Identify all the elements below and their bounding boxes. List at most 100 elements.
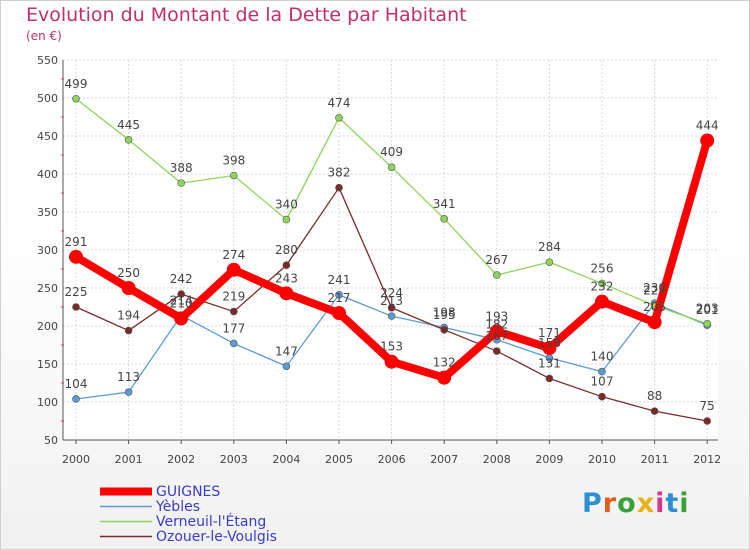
- data-point: [700, 133, 715, 148]
- legend-label-yebles: Yèbles: [156, 498, 200, 515]
- y-tick-label: 350: [37, 206, 58, 219]
- x-tick-label: 2002: [167, 453, 195, 466]
- x-tick-label: 2004: [272, 453, 300, 466]
- data-label: 256: [591, 261, 614, 275]
- x-tick-label: 2010: [588, 453, 616, 466]
- data-point: [545, 258, 554, 266]
- data-label: 225: [65, 285, 88, 299]
- data-label: 232: [591, 280, 614, 294]
- data-point: [703, 417, 712, 425]
- data-label: 499: [65, 77, 88, 91]
- x-tick-label: 2003: [220, 453, 248, 466]
- data-point: [230, 307, 238, 316]
- x-tick-label: 2001: [115, 453, 143, 466]
- y-tick-label: 50: [44, 434, 58, 447]
- data-point: [124, 326, 133, 335]
- data-point: [335, 113, 343, 122]
- data-label: 409: [380, 145, 403, 159]
- series-3: [72, 183, 712, 425]
- data-point: [387, 163, 396, 171]
- data-label: 341: [433, 197, 456, 211]
- x-tick-label: 2006: [378, 453, 406, 466]
- data-label: 158: [538, 336, 561, 350]
- data-label: 177: [222, 321, 245, 335]
- data-label: 203: [696, 302, 719, 316]
- data-point: [174, 311, 189, 326]
- data-point: [545, 374, 554, 383]
- data-label: 210: [170, 296, 193, 310]
- data-point: [335, 291, 343, 299]
- data-point: [230, 339, 238, 348]
- data-point: [598, 392, 606, 401]
- legend-swatch-guignes: [100, 487, 152, 496]
- data-point: [335, 183, 343, 192]
- data-label: 280: [275, 243, 298, 257]
- data-label: 445: [117, 118, 140, 132]
- legend-swatch-verneuil: [100, 520, 152, 523]
- chart-title: Evolution du Montant de la Dette par Hab…: [26, 4, 467, 26]
- data-point: [542, 341, 557, 356]
- data-label: 205: [643, 300, 666, 314]
- data-point: [230, 171, 238, 180]
- data-point: [72, 94, 80, 103]
- data-point: [595, 294, 609, 309]
- series-0: [69, 133, 715, 385]
- data-label: 250: [117, 266, 140, 280]
- logo-letter: i: [655, 488, 666, 519]
- data-point: [282, 261, 291, 270]
- x-tick-label: 2012: [693, 453, 721, 466]
- legend-item-guignes: GUIGNES: [100, 484, 277, 500]
- y-tick-label: 100: [37, 396, 58, 409]
- data-label: 243: [275, 271, 298, 285]
- data-label: 267: [485, 253, 508, 267]
- data-point: [437, 370, 452, 385]
- data-point: [598, 367, 606, 376]
- logo-letter: x: [636, 488, 656, 519]
- data-label: 113: [117, 370, 140, 384]
- chart-subtitle: (en €): [26, 29, 62, 43]
- logo-letter: i: [679, 488, 690, 519]
- legend-item-ozouer: Ozouer-le-Voulgis: [100, 529, 277, 545]
- data-point: [387, 312, 396, 320]
- data-label: 474: [328, 96, 351, 110]
- data-label: 388: [170, 161, 193, 175]
- data-point: [440, 325, 449, 334]
- data-label: 182: [485, 318, 508, 332]
- data-label: 132: [433, 356, 456, 370]
- x-tick-label: 2007: [430, 453, 458, 466]
- data-label: 214: [170, 293, 193, 307]
- data-point: [226, 262, 241, 277]
- data-point: [282, 362, 291, 371]
- data-point: [279, 286, 294, 301]
- data-point: [489, 324, 504, 339]
- data-label: 382: [328, 166, 351, 180]
- data-point: [69, 249, 83, 264]
- data-label: 140: [591, 350, 614, 364]
- x-tick-label: 2005: [325, 453, 353, 466]
- data-point: [72, 395, 80, 403]
- data-label: 104: [65, 377, 88, 391]
- data-point: [332, 306, 346, 321]
- data-label: 147: [275, 344, 298, 358]
- y-tick-label: 200: [37, 320, 58, 333]
- data-label: 75: [700, 399, 715, 413]
- data-label: 193: [485, 309, 508, 323]
- logo-letter: t: [665, 488, 680, 519]
- data-label: 242: [170, 272, 193, 286]
- legend-item-yebles: Yèbles: [100, 498, 277, 515]
- data-point: [598, 279, 606, 288]
- data-label: 444: [696, 119, 719, 133]
- proxiti-logo: Proxiti: [582, 488, 690, 519]
- y-tick-label: 450: [37, 130, 58, 143]
- y-tick-label: 400: [37, 168, 58, 181]
- legend-swatch-ozouer: [100, 535, 152, 538]
- data-label: 241: [328, 273, 351, 287]
- data-point: [492, 271, 501, 279]
- data-point: [72, 303, 80, 311]
- data-label: 201: [696, 303, 719, 317]
- logo-letter: o: [617, 488, 637, 519]
- data-label: 217: [328, 291, 351, 305]
- data-point: [124, 136, 133, 144]
- y-tick-label: 550: [37, 54, 58, 67]
- data-label: 213: [380, 294, 403, 308]
